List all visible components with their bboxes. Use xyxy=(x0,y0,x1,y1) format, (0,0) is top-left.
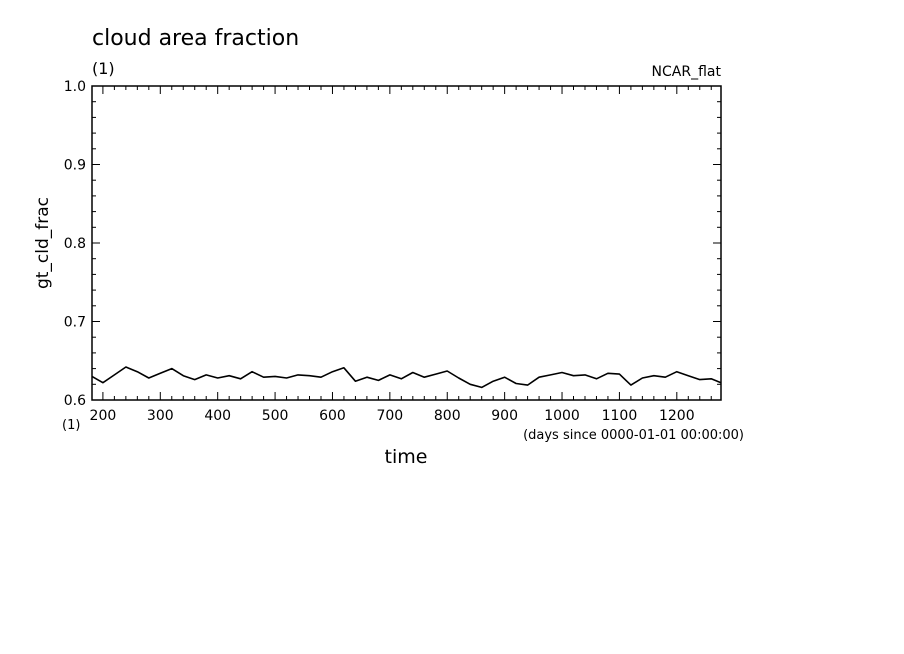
subtitle-right: NCAR_flat xyxy=(652,64,722,80)
y-tick-label: 0.9 xyxy=(64,158,86,174)
y-tick-labels: 0.6 0.7 0.8 0.9 1.0 xyxy=(64,79,86,409)
x-unit-left: (1) xyxy=(62,418,80,433)
x-tick-label: 1000 xyxy=(544,408,580,424)
chart-title: cloud area fraction xyxy=(92,26,299,51)
y-tick-label: 1.0 xyxy=(64,79,86,95)
x-unit-note: (days since 0000-01-01 00:00:00) xyxy=(523,428,744,443)
y-axis-label: gt_cld_frac xyxy=(33,197,53,289)
x-tick-label: 800 xyxy=(434,408,461,424)
series-line xyxy=(91,366,722,389)
title-unit: (1) xyxy=(92,59,115,78)
x-tick-label: 600 xyxy=(319,408,346,424)
x-tick-labels: 200 300 400 500 600 700 800 900 1000 1100 1200 xyxy=(90,408,695,424)
x-tick-label: 200 xyxy=(90,408,117,424)
x-tick-label: 1200 xyxy=(659,408,695,424)
plot-frame xyxy=(91,85,722,401)
y-tick-label: 0.7 xyxy=(64,315,86,331)
y-tick-label: 0.8 xyxy=(64,236,86,252)
axis-ticks xyxy=(92,85,721,401)
y-tick-label: 0.6 xyxy=(64,393,86,409)
x-tick-label: 900 xyxy=(491,408,518,424)
x-tick-label: 700 xyxy=(376,408,403,424)
x-tick-label: 400 xyxy=(204,408,231,424)
x-tick-label: 500 xyxy=(262,408,289,424)
x-axis-label: time xyxy=(385,446,428,468)
x-tick-label: 1100 xyxy=(602,408,638,424)
x-tick-label: 300 xyxy=(147,408,174,424)
